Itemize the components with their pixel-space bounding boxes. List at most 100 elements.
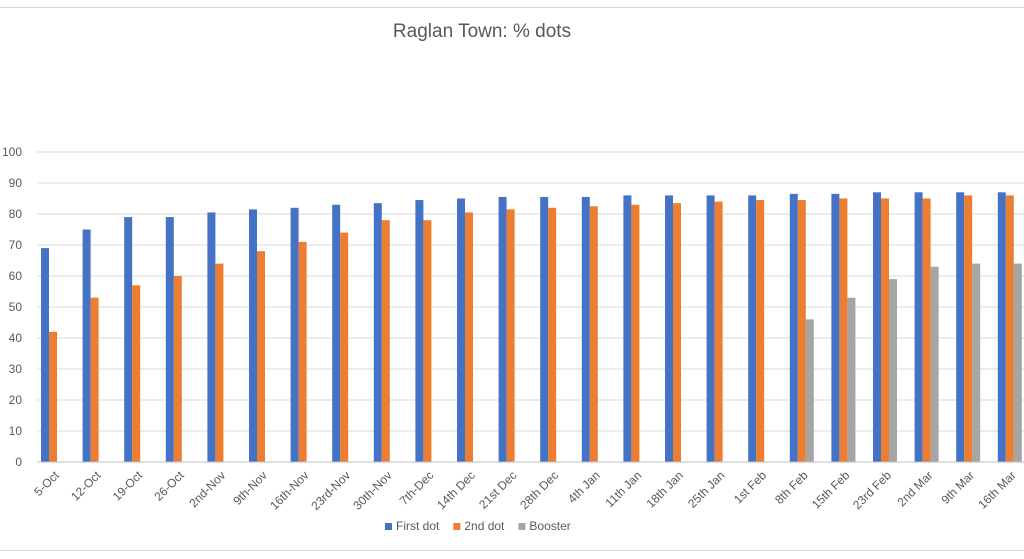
bar-booster — [805, 319, 814, 462]
bar-2nd-dot — [714, 201, 723, 462]
x-tick-label: 26-Oct — [151, 468, 187, 504]
legend-swatch — [453, 523, 461, 530]
bar-booster — [1013, 263, 1022, 462]
bars — [41, 192, 1022, 463]
bar-2nd-dot — [298, 241, 307, 462]
bar-2nd-dot — [797, 200, 806, 463]
x-tick-label: 23rd Feb — [850, 468, 894, 512]
bar-2nd-dot — [173, 276, 182, 462]
bar-first-dot — [997, 192, 1006, 463]
bar-2nd-dot — [49, 331, 57, 462]
bar-2nd-dot — [257, 251, 265, 462]
x-tick-label: 4th Jan — [565, 468, 603, 506]
bar-2nd-dot — [839, 198, 848, 462]
bar-first-dot — [706, 195, 715, 462]
y-tick-label: 0 — [15, 455, 22, 469]
bar-2nd-dot — [423, 220, 432, 462]
y-tick-label: 90 — [9, 176, 23, 190]
bar-2nd-dot — [506, 209, 515, 462]
bar-first-dot — [665, 195, 673, 462]
bar-2nd-dot — [215, 263, 224, 462]
bar-2nd-dot — [132, 285, 141, 462]
bar-first-dot — [748, 195, 757, 462]
x-tick-label: 28th Dec — [517, 468, 561, 512]
x-tick-label: 30th-Nov — [350, 468, 394, 512]
legend-label: Booster — [529, 519, 570, 533]
x-tick-label: 2nd-Nov — [186, 468, 228, 510]
x-tick-label: 1st Feb — [731, 468, 769, 506]
x-tick-label: 21st Dec — [476, 468, 519, 511]
bar-first-dot — [124, 217, 133, 462]
bar-first-dot — [457, 198, 465, 462]
legend-label: 2nd dot — [464, 519, 505, 533]
x-tick-label: 14th Dec — [434, 468, 478, 512]
bar-booster — [847, 297, 856, 462]
bar-first-dot — [873, 192, 881, 463]
bar-first-dot — [415, 200, 424, 463]
x-tick-label: 23rd-Nov — [308, 468, 353, 513]
bar-first-dot — [41, 248, 49, 462]
bar-first-dot — [540, 196, 549, 462]
x-tick-label: 8th Feb — [772, 468, 811, 507]
x-tick-label: 2nd Mar — [894, 468, 935, 509]
x-tick-label: 7th-Dec — [397, 468, 437, 508]
y-tick-label: 20 — [9, 393, 23, 407]
y-tick-label: 70 — [9, 238, 23, 252]
bar-2nd-dot — [673, 203, 681, 462]
bar-first-dot — [831, 193, 840, 462]
bar-first-dot — [623, 195, 632, 462]
bar-2nd-dot — [340, 232, 349, 462]
x-tick-label: 5-Oct — [31, 468, 62, 499]
bar-2nd-dot — [964, 195, 973, 462]
bar-first-dot — [373, 203, 382, 462]
chart-frame-bottom-border — [0, 550, 1024, 551]
bar-booster — [889, 279, 897, 462]
y-axis-ticks: 0 10 20 30 40 50 60 70 80 90 100 — [2, 145, 22, 469]
y-tick-label: 30 — [9, 362, 23, 376]
bar-2nd-dot — [381, 220, 390, 462]
bar-booster — [972, 263, 981, 462]
y-tick-label: 80 — [9, 207, 23, 221]
bar-first-dot — [82, 229, 91, 462]
x-tick-label: 19-Oct — [110, 468, 146, 504]
legend-label: First dot — [396, 519, 440, 533]
bar-first-dot — [581, 196, 590, 462]
legend: First dot 2nd dot Booster — [385, 519, 571, 533]
bar-2nd-dot — [922, 198, 931, 462]
chart-title: Raglan Town: % dots — [392, 21, 572, 42]
x-tick-label: 15th Feb — [809, 468, 853, 512]
bar-2nd-dot — [90, 297, 99, 462]
y-tick-label: 50 — [9, 300, 23, 314]
bar-2nd-dot — [631, 204, 640, 462]
x-tick-label: 12-Oct — [68, 468, 104, 504]
gridlines — [37, 151, 1024, 432]
bar-first-dot — [249, 209, 257, 462]
x-axis-ticks: 5-Oct 12-Oct 19-Oct 26-Oct 2nd-Nov 9th-Nov16t… — [31, 468, 1018, 513]
bar-first-dot — [789, 193, 798, 462]
bar-first-dot — [914, 192, 923, 463]
bar-2nd-dot — [881, 198, 889, 462]
bar-first-dot — [332, 204, 341, 462]
x-tick-label: 11th Jan — [602, 468, 644, 510]
legend-swatch — [385, 523, 392, 530]
bar-2nd-dot — [548, 207, 557, 462]
bar-booster — [930, 266, 939, 462]
bar-first-dot — [165, 217, 174, 462]
bar-first-dot — [290, 207, 299, 462]
x-tick-label: 9th-Nov — [230, 468, 270, 508]
chart-frame-top-border — [0, 7, 1024, 8]
y-tick-label: 10 — [9, 424, 23, 438]
y-tick-label: 100 — [2, 145, 22, 159]
bar-first-dot — [956, 192, 965, 463]
legend-swatch — [518, 523, 526, 530]
x-tick-label: 18th Jan — [643, 468, 685, 510]
bar-2nd-dot — [1005, 195, 1014, 462]
bar-first-dot — [207, 212, 216, 462]
x-tick-label: 25th Jan — [685, 468, 727, 510]
bar-2nd-dot — [756, 200, 765, 463]
bar-2nd-dot — [465, 212, 473, 462]
bar-2nd-dot — [589, 206, 598, 462]
x-tick-label: 16th-Nov — [267, 468, 311, 512]
x-tick-label: 9th Mar — [938, 468, 977, 507]
